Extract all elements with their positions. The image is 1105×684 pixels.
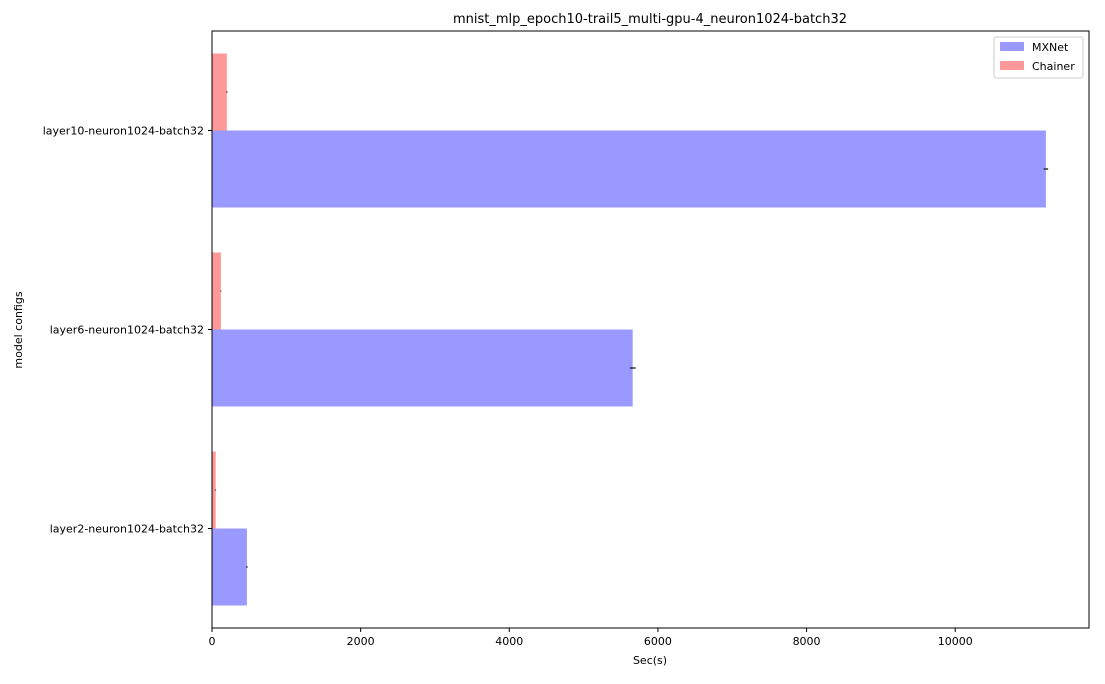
bar-chainer-layer2-neuron1024-batch32 bbox=[212, 451, 216, 529]
x-tick-label: 4000 bbox=[495, 635, 523, 648]
bar-mxnet-layer10-neuron1024-batch32 bbox=[212, 130, 1046, 208]
y-tick-label: layer6-neuron1024-batch32 bbox=[50, 324, 204, 337]
x-tick-label: 0 bbox=[209, 635, 216, 648]
x-axis-label: Sec(s) bbox=[633, 654, 667, 667]
x-tick-label: 2000 bbox=[347, 635, 375, 648]
legend: MXNet Chainer bbox=[993, 36, 1084, 79]
error-bars-layer bbox=[215, 91, 1049, 568]
x-axis: 0 2000 4000 6000 8000 10000 bbox=[209, 628, 973, 648]
legend-swatch-mxnet bbox=[1000, 42, 1024, 51]
bar-chainer-layer10-neuron1024-batch32 bbox=[212, 53, 227, 131]
y-tick-label: layer2-neuron1024-batch32 bbox=[50, 523, 204, 536]
bar-mxnet-layer6-neuron1024-batch32 bbox=[212, 329, 633, 407]
legend-label-mxnet: MXNet bbox=[1032, 41, 1069, 54]
y-tick-label: layer10-neuron1024-batch32 bbox=[43, 125, 204, 138]
y-axis: layer2-neuron1024-batch32 layer6-neuron10… bbox=[43, 125, 212, 536]
x-tick-label: 6000 bbox=[644, 635, 672, 648]
legend-label-chainer: Chainer bbox=[1032, 60, 1075, 73]
x-tick-label: 10000 bbox=[938, 635, 973, 648]
bar-chainer-layer6-neuron1024-batch32 bbox=[212, 252, 221, 330]
bars-layer bbox=[212, 53, 1046, 606]
x-tick-label: 8000 bbox=[793, 635, 821, 648]
y-axis-label: model configs bbox=[12, 291, 25, 368]
legend-swatch-chainer bbox=[1000, 61, 1024, 70]
bar-mxnet-layer2-neuron1024-batch32 bbox=[212, 528, 247, 606]
chart-title: mnist_mlp_epoch10-trail5_multi-gpu-4_neu… bbox=[453, 12, 847, 27]
